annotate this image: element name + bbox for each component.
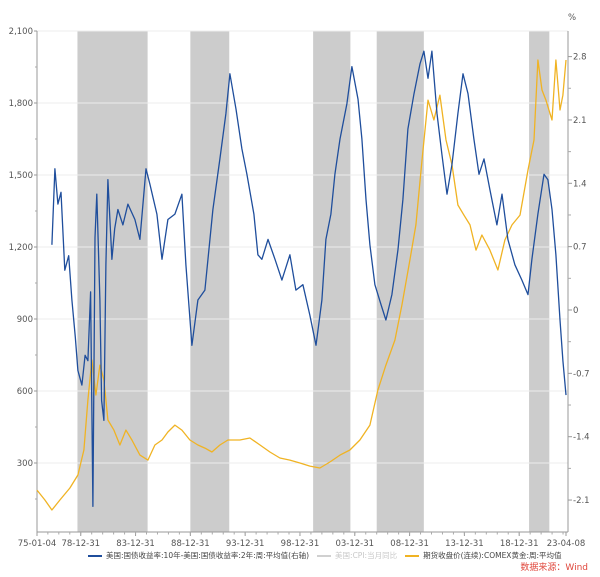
left-tick-label: 1,500 [9,171,33,181]
right-tick-label: 2.1 [573,116,587,126]
shaded-band [313,31,351,532]
x-tick-label: 13-12-31 [445,539,484,549]
x-tick-label: 18-12-31 [500,539,539,549]
legend-swatch-cpi [317,554,332,557]
legend-label-gold: 期货收盘价(连续):COMEX黄金:周:平均值 [423,551,562,560]
left-axis-ticks: 300 600 900 1,200 1,500 1,800 2,100 [9,27,37,500]
left-tick-label: 1,200 [9,243,33,253]
right-tick-label: 1.4 [573,179,587,189]
legend-swatch-yield-spread [88,554,102,557]
right-axis-ticks: -2.1 -1.4 -0.7 0 0.7 1.4 2.1 2.8 [568,53,590,506]
x-tick-label: 75-01-04 [18,539,57,549]
x-tick-label: 03-12-31 [335,539,374,549]
legend-item-cpi[interactable]: 美国:CPI:当月同比 [317,550,397,561]
shaded-band [190,31,230,532]
x-tick-label: 83-12-31 [116,539,155,549]
right-tick-label: -1.4 [573,433,590,443]
legend: 美国:国债收益率:10年-美国:国债收益率:2年:周:平均值(右轴) 美国:CP… [88,550,562,561]
legend-item-yield-spread[interactable]: 美国:国债收益率:10年-美国:国债收益率:2年:周:平均值(右轴) [88,550,309,561]
x-tick-label: 08-12-31 [390,539,429,549]
gridlines [37,30,568,464]
x-tick-label: 98-12-31 [281,539,320,549]
x-tick-label: 88-12-31 [171,539,210,549]
shaded-band [77,31,148,532]
right-axis-unit: % [568,13,576,23]
right-tick-label: -0.7 [573,369,590,379]
shaded-band [529,31,550,532]
legend-swatch-gold [405,554,420,557]
right-tick-label: 0 [573,306,578,316]
left-tick-label: 300 [17,459,33,469]
x-tick-label: 93-12-31 [226,539,265,549]
left-tick-label: 2,100 [9,27,33,37]
left-tick-label: 1,800 [9,99,33,109]
x-tick-label: 78-12-31 [61,539,100,549]
x-tick-label: 23-04-08 [547,539,586,549]
legend-label-yield-spread: 美国:国债收益率:10年-美国:国债收益率:2年:周:平均值(右轴) [106,551,310,560]
right-tick-label: 0.7 [573,243,587,253]
left-tick-label: 600 [17,387,33,397]
series-line-yield-spread [51,50,567,508]
series-line-gold [36,59,567,511]
legend-label-cpi: 美国:CPI:当月同比 [335,551,398,560]
legend-item-gold[interactable]: 期货收盘价(连续):COMEX黄金:周:平均值 [405,550,562,561]
data-source: 数据来源：Wind [520,563,588,573]
series-lines [36,50,567,511]
shaded-band [376,31,424,532]
axes [36,31,569,533]
recession-shading [77,31,550,532]
x-axis-ticks: 75-01-04 78-12-31 83-12-31 88-12-31 93-12-31… [18,532,586,549]
right-tick-label: 2.8 [573,53,587,63]
left-tick-label: 900 [17,315,33,325]
right-tick-label: -2.1 [573,496,590,506]
